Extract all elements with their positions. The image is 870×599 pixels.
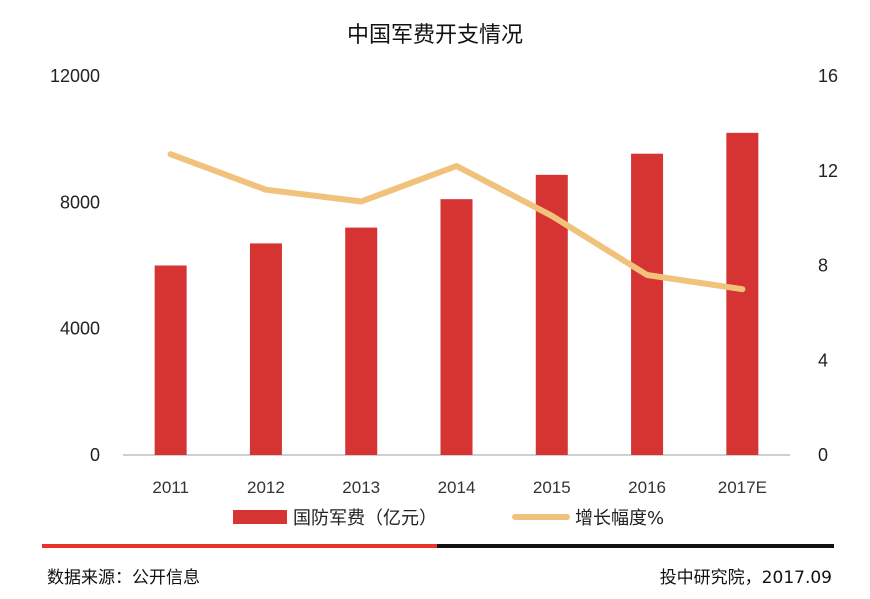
footer-credit: 投中研究院，2017.09 (660, 568, 832, 588)
bar-series (154, 132, 759, 455)
footer-source: 数据来源：公开信息 (47, 568, 200, 588)
x-tick-label: 2016 (628, 478, 666, 497)
legend: 国防军费（亿元） 增长幅度% (233, 508, 664, 529)
left-tick-label: 12000 (50, 66, 100, 86)
left-tick-label: 4000 (60, 319, 100, 339)
left-tick-label: 0 (90, 445, 100, 465)
divider-black (437, 544, 834, 548)
growth-line (167, 151, 746, 293)
x-tick-label: 2015 (533, 478, 571, 497)
legend-bar-label: 国防军费（亿元） (293, 508, 437, 529)
right-tick-label: 12 (818, 161, 838, 181)
x-tick-label: 2012 (247, 478, 285, 497)
bar (345, 227, 378, 455)
x-tick-label: 2013 (342, 478, 380, 497)
legend-bar-swatch (233, 510, 287, 524)
right-tick-label: 8 (818, 256, 828, 276)
bar (154, 265, 187, 455)
x-tick-label: 2017E (718, 478, 767, 497)
right-axis-ticks: 0 4 8 12 16 (818, 66, 838, 465)
x-tick-label: 2011 (152, 478, 189, 497)
left-tick-label: 8000 (60, 192, 100, 212)
x-tick-label: 2014 (438, 478, 476, 497)
right-tick-label: 4 (818, 350, 828, 370)
bar (249, 243, 282, 455)
bar (440, 199, 473, 455)
legend-line-label: 增长幅度% (575, 508, 664, 529)
right-tick-label: 16 (818, 66, 838, 86)
left-axis-ticks: 0 4000 8000 12000 (50, 66, 100, 465)
divider-red (42, 544, 437, 548)
chart-title: 中国军费开支情况 (347, 23, 523, 48)
bar (631, 153, 664, 455)
bar (726, 132, 759, 455)
right-tick-label: 0 (818, 445, 828, 465)
x-axis-ticks: 2011 2012 2013 2014 2015 2016 2017E (152, 478, 767, 497)
